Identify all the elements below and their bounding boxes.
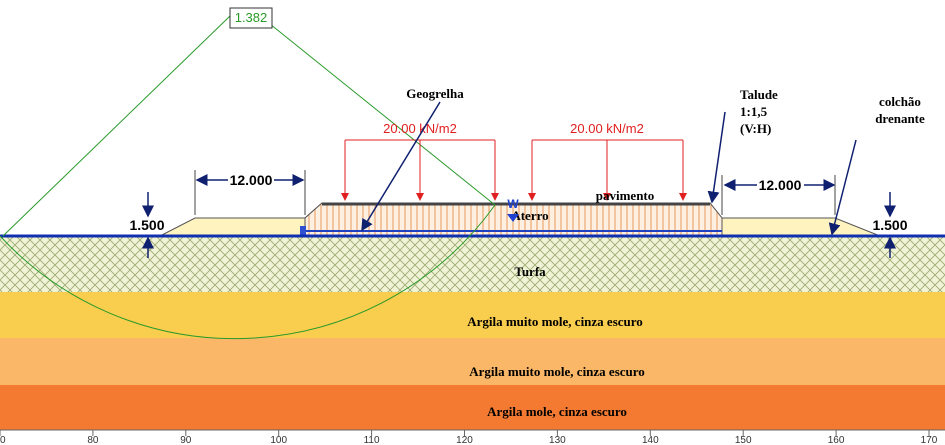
load-label: 20.00 kN/m2 — [570, 121, 644, 136]
tick-label: 110 — [364, 435, 380, 445]
geogrid-label: Geogrelha — [406, 86, 464, 101]
pavement-label: pavimento — [596, 188, 655, 203]
fill-label: Aterro — [511, 208, 548, 223]
layer-label: Argila muito mole, cinza escuro — [467, 314, 643, 329]
x-axis-ticks: 70 80 90 100 110 120 130 140 150 160 170 — [0, 430, 938, 445]
peat-layer — [0, 236, 945, 292]
dimension-arrows — [142, 101, 896, 258]
dimension-label: 12.000 — [230, 172, 273, 188]
tick-label: 140 — [642, 435, 659, 445]
drain-block — [300, 226, 306, 236]
water-marker — [507, 214, 519, 222]
drain-label: colchão — [879, 94, 921, 109]
drain-label: drenante — [875, 111, 925, 126]
tick-label: 150 — [735, 435, 752, 445]
clay-layer-1 — [0, 292, 945, 338]
tick-label: 100 — [270, 435, 287, 445]
tick-label: 80 — [87, 435, 99, 445]
factor-box — [229, 7, 273, 29]
tick-label: 120 — [456, 435, 473, 445]
slope-label: Talude — [740, 87, 778, 102]
load-arrows — [341, 140, 687, 201]
dimension-label: 12.000 — [759, 177, 802, 193]
tick-label: 130 — [549, 435, 566, 445]
clay-layer-3 — [0, 385, 945, 430]
dimension-label: 1.500 — [129, 217, 164, 233]
layer-label: Argila mole, cinza escuro — [487, 404, 627, 419]
water-label: W — [507, 197, 519, 211]
slope-label: (V:H) — [740, 121, 771, 136]
tick-label: 90 — [180, 435, 192, 445]
safety-factor: 1.382 — [235, 10, 268, 25]
layer-label: Argila muito mole, cinza escuro — [469, 364, 645, 379]
load-label: 20.00 kN/m2 — [383, 121, 457, 136]
dimension-label: 1.500 — [872, 217, 907, 233]
slip-surface — [0, 204, 496, 340]
tick-label: 170 — [921, 435, 938, 445]
slope-label: 1:1,5 — [740, 104, 768, 119]
tick-label: 160 — [828, 435, 845, 445]
clay-layer-2 — [0, 338, 945, 385]
tick-label: 70 — [0, 435, 6, 445]
radius-line — [2, 15, 231, 237]
layer-label: Turfa — [514, 264, 546, 279]
radius-line — [269, 23, 496, 206]
dimension-extensions — [194, 170, 836, 215]
